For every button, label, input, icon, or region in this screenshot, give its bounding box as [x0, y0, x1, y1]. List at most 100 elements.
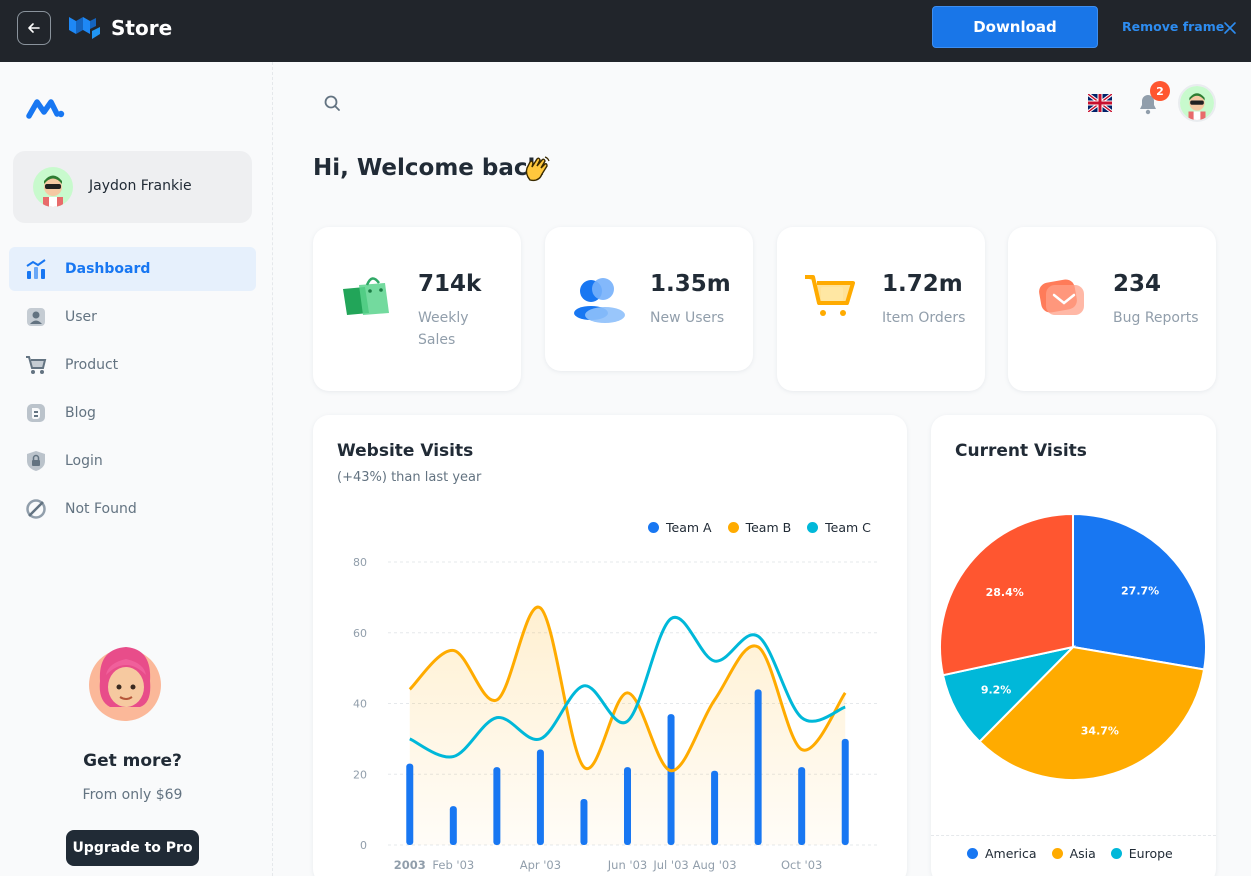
bar-team-a[interactable] [406, 763, 414, 845]
stat-value: 1.35m [650, 271, 731, 297]
legend-item-asia[interactable]: Asia [1051, 846, 1096, 861]
legend-label: Team B [745, 520, 792, 535]
users-icon [574, 278, 625, 323]
brand-logo-icon[interactable] [26, 94, 66, 120]
legend-label: Team A [666, 520, 712, 535]
user-icon [27, 308, 45, 326]
promo-avatar-illustration [89, 647, 161, 721]
stat-value: 234 [1113, 271, 1162, 297]
pie-slice-label: 34.7% [1081, 725, 1119, 738]
x-tick-label: Oct '03 [781, 858, 822, 872]
legend-item-team-c[interactable]: Team C [807, 520, 871, 535]
pie-slice-asia[interactable] [978, 645, 1206, 781]
current-visits-panel: Current Visits 27.7% 34.7% 9.2% 28.4% Ameri… [931, 415, 1216, 876]
chart-legend: Team A Team B Team C [648, 520, 871, 535]
nav-item-login[interactable]: Login [9, 439, 256, 483]
bell-icon[interactable] [1136, 92, 1160, 116]
frame-bar: Store Download Remove frame [0, 0, 1251, 62]
nav-item-not-found[interactable]: Not Found [9, 487, 256, 531]
legend-item-america[interactable]: America [967, 846, 1037, 861]
legend-label: Europe [1128, 846, 1173, 861]
pie-slice-america[interactable] [1072, 512, 1207, 671]
x-tick-label: Jun '03 [607, 858, 647, 872]
pie-legend: America Asia Europe [967, 846, 1173, 861]
bar-team-a[interactable] [667, 714, 675, 845]
bar-team-a[interactable] [754, 689, 762, 845]
legend-dot [648, 522, 659, 533]
store-title: Store [111, 16, 173, 40]
legend-dot [727, 522, 739, 533]
divider [931, 835, 1216, 836]
download-button[interactable]: Download [932, 6, 1098, 48]
x-tick-label: 2003 [394, 858, 426, 872]
not-found-icon [26, 499, 46, 519]
website-visits-chart: 0 20 40 60 80 2003 Feb '03 Apr '03 Jun '03 Jul '0… [353, 556, 877, 872]
promo-title: Get more? [83, 751, 182, 771]
cart-icon [26, 356, 47, 374]
panel-title: Website Visits [337, 441, 474, 461]
legend-dot [1051, 848, 1063, 859]
bar-team-a[interactable] [449, 806, 457, 845]
legend-item-team-a[interactable]: Team A [648, 520, 712, 535]
search-icon[interactable] [322, 93, 342, 113]
nav-label: Login [65, 453, 103, 469]
shopping-bag-icon [343, 277, 389, 315]
legend-dot [1110, 848, 1122, 859]
nav-item-user[interactable]: User [9, 295, 256, 339]
remove-frame-link[interactable]: Remove frame [1122, 19, 1225, 34]
bar-team-a[interactable] [536, 749, 544, 845]
welcome-heading: Hi, Welcome back [313, 155, 543, 181]
legend-item-team-b[interactable]: Team B [727, 520, 792, 535]
y-tick-label: 20 [353, 768, 367, 781]
bar-team-a[interactable] [841, 738, 849, 845]
y-tick-label: 60 [353, 627, 367, 640]
legend-label: Team C [825, 520, 871, 535]
stat-label: Bug Reports [1113, 310, 1199, 326]
nav-label: Product [65, 357, 119, 373]
stat-card-bug-reports: 234 Bug Reports [1008, 227, 1216, 391]
legend-item-europe[interactable]: Europe [1110, 846, 1173, 861]
lock-icon [27, 451, 45, 471]
x-tick-label: Aug '03 [693, 858, 737, 872]
nav-label: Dashboard [65, 261, 151, 277]
pie-slice-label: 28.4% [986, 586, 1024, 599]
bar-team-a[interactable] [624, 767, 631, 845]
close-icon[interactable] [1222, 20, 1238, 36]
stat-label: Item Orders [882, 310, 966, 326]
sidebar: Jaydon Frankie Dashboard User Product [0, 62, 273, 876]
uk-flag-icon[interactable] [1088, 94, 1112, 112]
nav-item-dashboard[interactable]: Dashboard [9, 247, 256, 291]
y-tick-label: 40 [353, 698, 367, 711]
stat-card-new-users: 1.35m New Users [545, 227, 753, 371]
account-card[interactable]: Jaydon Frankie [13, 151, 252, 223]
legend-dot [967, 848, 978, 859]
bar-team-a[interactable] [711, 770, 719, 845]
bar-team-a[interactable] [493, 767, 501, 845]
user-name: Jaydon Frankie [89, 178, 192, 194]
stat-card-weekly-sales: 714k Weekly Sales [313, 227, 521, 391]
bar-team-a[interactable] [580, 799, 588, 845]
avatar [33, 167, 73, 207]
nav-item-product[interactable]: Product [9, 343, 256, 387]
stat-value: 1.72m [882, 271, 963, 297]
waving-hand-icon [525, 156, 550, 182]
x-tick-label: Jul '03 [652, 858, 688, 872]
current-visits-pie-chart: 27.7% 34.7% 9.2% 28.4% [939, 512, 1207, 781]
panel-title: Current Visits [955, 441, 1087, 461]
header-avatar[interactable] [1178, 84, 1216, 122]
nav-list: Dashboard User Product Blog Login [9, 247, 256, 535]
line-team-c[interactable] [409, 615, 846, 759]
bar-team-a[interactable] [798, 767, 806, 845]
legend-label: Asia [1069, 846, 1096, 861]
upgrade-button[interactable]: Upgrade to Pro [66, 830, 199, 866]
notification-badge: 2 [1150, 81, 1170, 101]
arrow-left-icon [28, 23, 40, 33]
nav-label: Not Found [65, 501, 137, 517]
pie-slice-africa[interactable] [939, 512, 1074, 677]
shopping-cart-icon [805, 275, 855, 316]
x-tick-label: Feb '03 [432, 858, 474, 872]
line-team-b[interactable] [408, 605, 847, 773]
nav-item-blog[interactable]: Blog [9, 391, 256, 435]
back-button[interactable] [17, 11, 51, 45]
pie-slice-label: 9.2% [981, 683, 1012, 696]
